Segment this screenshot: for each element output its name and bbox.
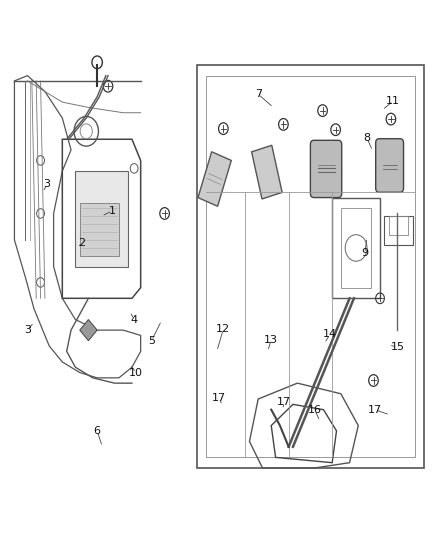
Bar (80, 203, 119, 256)
Text: 5: 5 (148, 336, 155, 346)
Text: 7: 7 (254, 89, 262, 99)
Text: 14: 14 (323, 329, 337, 340)
Text: 17: 17 (212, 393, 226, 403)
Text: 17: 17 (368, 405, 382, 415)
FancyBboxPatch shape (376, 139, 403, 192)
Text: 16: 16 (308, 405, 322, 415)
Text: 12: 12 (216, 324, 230, 334)
Bar (332, 198, 380, 298)
Text: 4: 4 (131, 314, 138, 325)
Text: 11: 11 (386, 96, 400, 106)
Text: 9: 9 (361, 248, 368, 259)
Bar (389, 216, 408, 235)
Bar (385, 216, 413, 245)
Bar (341, 208, 371, 288)
Text: 17: 17 (277, 397, 291, 407)
Polygon shape (251, 146, 282, 199)
Text: 3: 3 (24, 325, 31, 335)
Polygon shape (198, 152, 231, 206)
Text: 3: 3 (44, 179, 50, 189)
FancyBboxPatch shape (311, 140, 342, 198)
Text: 13: 13 (264, 335, 278, 345)
Text: 15: 15 (390, 342, 404, 352)
Text: 1: 1 (109, 206, 116, 216)
Text: 10: 10 (129, 368, 143, 377)
Text: 2: 2 (78, 238, 85, 248)
Polygon shape (80, 319, 97, 341)
Text: 8: 8 (364, 133, 371, 143)
Text: 6: 6 (94, 426, 101, 436)
Polygon shape (75, 171, 127, 266)
